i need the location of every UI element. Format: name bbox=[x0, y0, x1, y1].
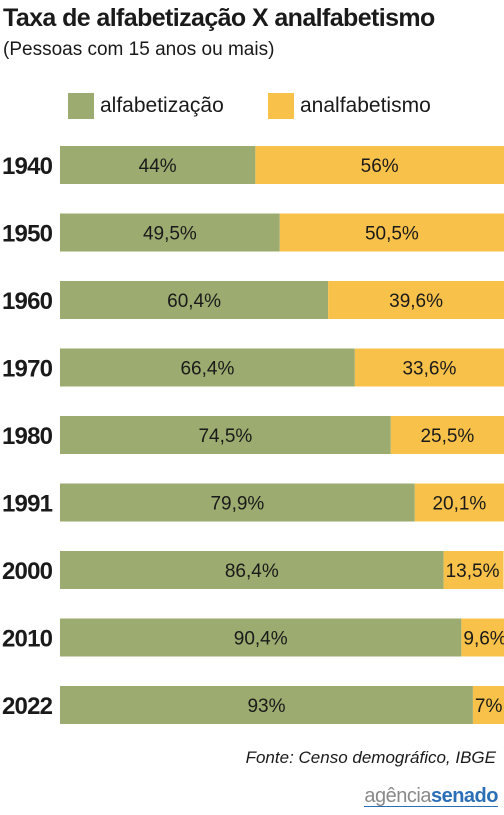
chart-title: Taxa de alfabetização X analfabetismo bbox=[3, 4, 435, 32]
legend: alfabetização analfabetismo bbox=[0, 92, 504, 120]
bar-analfabetismo-1960 bbox=[328, 281, 504, 319]
value-label-analfabetismo-2000: 13,5% bbox=[446, 561, 500, 582]
value-label-alfabetizacao-1970: 66,4% bbox=[180, 359, 234, 380]
year-label-1991: 1991 bbox=[2, 491, 53, 518]
year-label-1960: 1960 bbox=[2, 288, 53, 315]
bar-alfabetizacao-1960 bbox=[60, 281, 329, 319]
value-label-analfabetismo-2022: 7% bbox=[475, 696, 503, 717]
agencia-senado-logo: agênciasenado bbox=[364, 785, 499, 808]
value-label-alfabetizacao-1940: 44% bbox=[139, 156, 177, 177]
value-label-analfabetismo-1980: 25,5% bbox=[420, 426, 474, 447]
chart-subtitle: (Pessoas com 15 anos ou mais) bbox=[3, 39, 275, 60]
bar-analfabetismo-1970 bbox=[354, 348, 504, 387]
logo-underline bbox=[364, 806, 498, 807]
year-label-2010: 2010 bbox=[2, 626, 53, 653]
value-label-analfabetismo-1970: 33,6% bbox=[402, 359, 456, 380]
bar-analfabetismo-2000 bbox=[443, 551, 504, 589]
value-label-alfabetizacao-2000: 86,4% bbox=[225, 561, 279, 582]
bar-alfabetizacao-2000 bbox=[60, 551, 444, 589]
legend-swatch-alfabetizacao bbox=[68, 93, 94, 119]
bar-analfabetismo-1991 bbox=[414, 483, 504, 522]
value-label-alfabetizacao-1960: 60,4% bbox=[167, 291, 221, 312]
logo-part-agencia: agência bbox=[364, 785, 431, 807]
legend-swatch-analfabetismo bbox=[268, 93, 294, 119]
stacked-bar-chart: 1940 44% 56% 1950 49,5% 50,5% 1960 60,4% 39,6% 19… bbox=[2, 146, 504, 724]
year-label-1950: 1950 bbox=[2, 221, 53, 248]
year-label-2022: 2022 bbox=[2, 693, 53, 720]
bar-alfabetizacao-1980 bbox=[60, 416, 391, 454]
bar-analfabetismo-1950 bbox=[279, 213, 504, 252]
bar-alfabetizacao-1950 bbox=[60, 213, 280, 252]
bar-analfabetismo-1940 bbox=[255, 146, 504, 184]
bar-alfabetizacao-1991 bbox=[60, 483, 415, 522]
value-label-alfabetizacao-1991: 79,9% bbox=[210, 494, 264, 515]
year-label-2000: 2000 bbox=[2, 558, 53, 585]
legend-item-alfabetizacao: alfabetização bbox=[68, 92, 224, 120]
bar-analfabetismo-2010 bbox=[461, 618, 504, 657]
year-label-1980: 1980 bbox=[2, 423, 53, 450]
legend-label-analfabetismo: analfabetismo bbox=[300, 94, 431, 117]
value-label-analfabetismo-1991: 20,1% bbox=[432, 494, 486, 515]
value-label-analfabetismo-2010: 9,6% bbox=[463, 629, 504, 650]
value-label-alfabetizacao-2022: 93% bbox=[247, 696, 285, 717]
value-label-alfabetizacao-2010: 90,4% bbox=[234, 629, 288, 650]
legend-label-alfabetizacao: alfabetização bbox=[100, 94, 224, 117]
value-label-alfabetizacao-1950: 49,5% bbox=[143, 224, 197, 245]
bar-alfabetizacao-2022 bbox=[60, 686, 473, 724]
year-label-1940: 1940 bbox=[2, 153, 53, 180]
logo-part-senado: senado bbox=[430, 785, 499, 807]
bar-analfabetismo-1980 bbox=[390, 416, 504, 454]
value-label-analfabetismo-1940: 56% bbox=[361, 156, 399, 177]
bar-alfabetizacao-2010 bbox=[60, 618, 462, 657]
year-label-1970: 1970 bbox=[2, 356, 53, 383]
bar-alfabetizacao-1970 bbox=[60, 348, 355, 387]
legend-item-analfabetismo: analfabetismo bbox=[268, 92, 431, 120]
bar-analfabetismo-2022 bbox=[472, 686, 504, 724]
source-note: Fonte: Censo demográfico, IBGE bbox=[245, 748, 496, 767]
value-label-analfabetismo-1950: 50,5% bbox=[365, 224, 419, 245]
bar-alfabetizacao-1940 bbox=[60, 146, 256, 184]
value-label-analfabetismo-1960: 39,6% bbox=[389, 291, 443, 312]
value-label-alfabetizacao-1980: 74,5% bbox=[198, 426, 252, 447]
